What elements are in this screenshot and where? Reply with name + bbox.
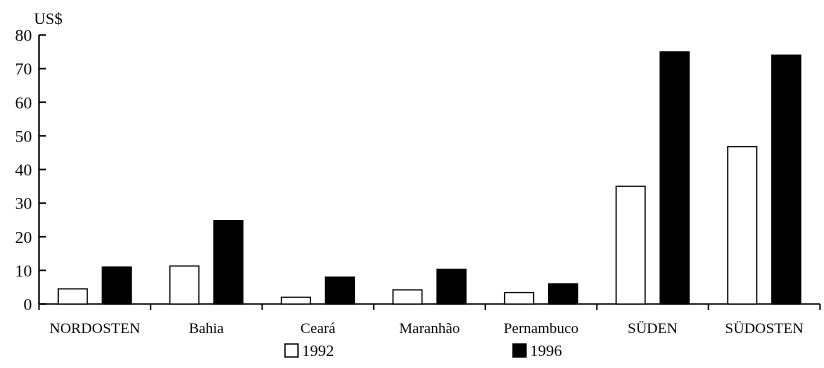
y-tick-label: 40	[15, 161, 32, 180]
bar-1992	[503, 291, 535, 305]
legend-swatch-1996	[512, 343, 527, 358]
bar-1996	[213, 220, 244, 305]
category-label: SÜDEN	[628, 320, 678, 337]
y-tick-label: 70	[15, 60, 32, 79]
bar-1996	[771, 54, 802, 305]
bar-1992	[57, 288, 88, 305]
legend: 1992 1996	[284, 343, 562, 360]
x-axis: NORDOSTEN Bahia Ceará Maranhão Pernambuco SÜD…	[38, 303, 821, 337]
legend-label-1996: 1996	[530, 343, 562, 360]
legend-label-1992: 1992	[302, 343, 334, 360]
y-tick-label: 20	[15, 228, 32, 247]
y-tick-label: 50	[15, 127, 32, 146]
bar-1996	[101, 266, 132, 305]
bar-1992	[727, 146, 758, 305]
bar-1992	[392, 289, 423, 305]
y-axis: 0 10 20 30 40 50 60 70 80	[15, 26, 46, 314]
y-tick-label: 60	[15, 93, 32, 112]
legend-swatch-1992	[284, 343, 299, 358]
category-label: SÜDOSTEN	[725, 320, 804, 337]
y-axis-unit-label: US$	[34, 11, 62, 28]
y-tick-label: 0	[24, 295, 33, 314]
bar-1996	[547, 283, 579, 305]
bar-1996	[659, 51, 690, 305]
bar-1996	[436, 268, 467, 305]
category-label: Pernambuco	[504, 321, 579, 337]
y-tick-label: 30	[15, 194, 32, 213]
category-label: Bahia	[189, 321, 224, 337]
category-label: NORDOSTEN	[49, 321, 140, 337]
category-label: Ceará	[300, 321, 335, 337]
bar-1996	[324, 276, 356, 305]
bar-1992	[280, 296, 312, 305]
bars	[57, 51, 802, 305]
category-label: Maranhão	[399, 321, 460, 337]
y-tick-label: 80	[15, 26, 32, 45]
bar-1992	[169, 265, 200, 305]
y-tick-label: 10	[15, 261, 32, 280]
bar-1992	[615, 185, 646, 305]
